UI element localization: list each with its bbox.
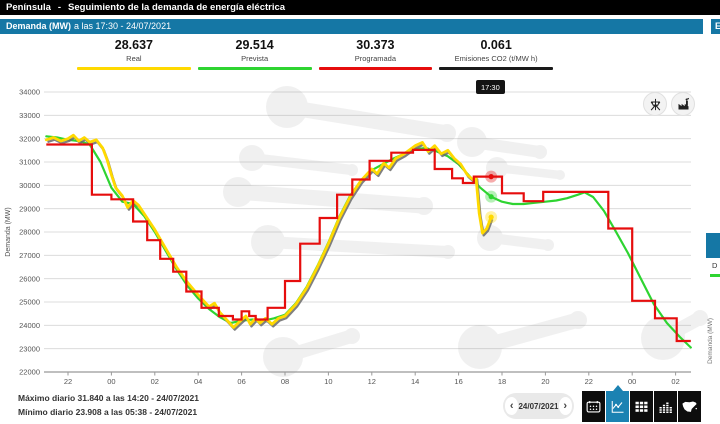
svg-text:29000: 29000 — [19, 204, 40, 213]
svg-text:14: 14 — [411, 377, 419, 386]
stat-programada-colorbar — [318, 67, 433, 70]
prev-day-button[interactable]: ‹ — [505, 397, 519, 415]
next-panel-blue-fragment — [706, 233, 720, 258]
svg-text:31000: 31000 — [19, 158, 40, 167]
transmission-overlay-button[interactable] — [643, 92, 667, 116]
svg-text:23000: 23000 — [19, 344, 40, 353]
svg-text:32000: 32000 — [19, 134, 40, 143]
spain-map-icon — [682, 401, 697, 412]
demand-header-bar: Demanda (MW) a las 17:30 - 24/07/2021 — [0, 19, 703, 34]
stat-real-value: 28.637 — [114, 38, 153, 52]
line-chart-icon — [611, 400, 624, 413]
svg-text:25000: 25000 — [19, 298, 40, 307]
svg-text:20: 20 — [541, 377, 549, 386]
stat-emisiones-colorbar — [439, 67, 553, 70]
svg-text:Demanda (MW): Demanda (MW) — [5, 207, 12, 256]
stat-programada-value: 30.373 — [356, 38, 395, 52]
view-button-table[interactable] — [630, 391, 653, 422]
title-separator: - — [57, 2, 62, 13]
stat-programada: 30.373 Programada — [318, 38, 433, 70]
demand-label: Demanda (MW) — [6, 21, 71, 31]
current-date: 24/07/2021 — [518, 401, 559, 411]
next-panel-green-underline-fragment — [710, 274, 720, 277]
stat-real-label: Real — [126, 54, 142, 63]
stat-programada-label: Programada — [354, 54, 397, 63]
stat-prevista-colorbar — [197, 67, 312, 70]
view-button-line-chart[interactable] — [606, 391, 629, 422]
stat-emisiones: 0.061 Emisiones CO2 (t/MW h) — [439, 38, 553, 70]
svg-text:02: 02 — [151, 377, 159, 386]
stat-real-colorbar — [77, 67, 191, 70]
stat-prevista-value: 29.514 — [235, 38, 274, 52]
daily-max-caption: Máximo diario 31.840 a las 14:20 - 24/07… — [18, 393, 199, 403]
time-tooltip: 17:30 — [476, 80, 505, 94]
stat-emisiones-label: Emisiones CO2 (t/MW h) — [454, 54, 538, 63]
svg-text:00: 00 — [107, 377, 115, 386]
svg-text:26000: 26000 — [19, 274, 40, 283]
svg-text:04: 04 — [194, 377, 202, 386]
active-view-pointer — [613, 385, 623, 391]
next-panel-header-fragment: E — [711, 19, 720, 34]
svg-text:18: 18 — [498, 377, 506, 386]
stat-emisiones-value: 0.061 — [480, 38, 512, 52]
demand-time-label: a las 17:30 - 24/07/2021 — [74, 21, 172, 31]
bars-icon — [659, 402, 672, 413]
svg-text:24000: 24000 — [19, 321, 40, 330]
svg-text:22: 22 — [585, 377, 593, 386]
view-button-calendar[interactable] — [582, 391, 605, 422]
date-navigator: ‹ 24/07/2021 › — [503, 393, 574, 419]
view-button-spain-map[interactable] — [678, 391, 701, 422]
next-panel-axis-label-fragment: Demanda (MW) — [707, 318, 714, 364]
table-icon — [635, 401, 648, 412]
svg-text:08: 08 — [281, 377, 289, 386]
page-title: Seguimiento de la demanda de energía elé… — [68, 2, 286, 13]
stat-prevista-label: Prevista — [241, 54, 269, 63]
generation-overlay-button[interactable] — [671, 92, 695, 116]
svg-text:34000: 34000 — [19, 88, 40, 97]
factory-icon — [678, 97, 689, 109]
view-button-bars[interactable] — [654, 391, 677, 422]
svg-text:27000: 27000 — [19, 251, 40, 260]
svg-text:12: 12 — [368, 377, 376, 386]
svg-text:06: 06 — [237, 377, 245, 386]
daily-min-caption: Mínimo diario 23.908 a las 05:38 - 24/07… — [18, 407, 198, 417]
svg-text:02: 02 — [671, 377, 679, 386]
svg-text:30000: 30000 — [19, 181, 40, 190]
stats-row: 28.637 Real 29.514 Prevista 30.373 Progr… — [77, 38, 553, 70]
calendar-icon — [586, 400, 601, 412]
svg-text:28000: 28000 — [19, 228, 40, 237]
svg-text:33000: 33000 — [19, 111, 40, 120]
svg-text:22: 22 — [64, 377, 72, 386]
svg-text:10: 10 — [324, 377, 332, 386]
next-panel-text-fragment: D — [712, 261, 718, 270]
svg-text:00: 00 — [628, 377, 636, 386]
region-label: Península — [6, 2, 51, 13]
pylon-icon — [650, 98, 660, 110]
next-day-button[interactable]: › — [558, 397, 572, 415]
svg-text:16: 16 — [454, 377, 462, 386]
stat-prevista: 29.514 Prevista — [197, 38, 312, 70]
app-title-bar: Península - Seguimiento de la demanda de e… — [0, 0, 720, 15]
stat-real: 28.637 Real — [77, 38, 191, 70]
svg-text:22000: 22000 — [19, 368, 40, 377]
